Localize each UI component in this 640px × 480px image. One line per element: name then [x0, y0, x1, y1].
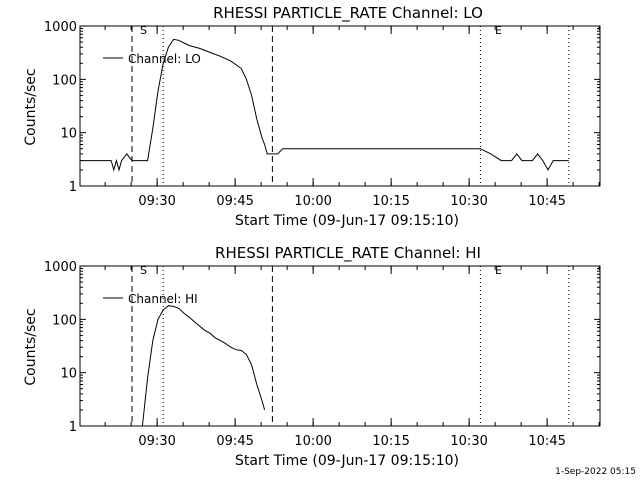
x-tick-label: 10:45	[528, 434, 565, 449]
date-stamp: 1-Sep-2022 05:15	[555, 467, 636, 477]
y-tick-label: 1	[69, 180, 77, 195]
marker-label-start: S	[140, 24, 147, 37]
marker-label-start: S	[140, 264, 147, 277]
y-tick-label: 1	[69, 420, 77, 435]
x-tick-label: 10:15	[372, 194, 409, 209]
x-tick-label: 10:45	[528, 194, 565, 209]
chart-hi-xlabel: Start Time (09-Jun-17 09:15:10)	[235, 453, 459, 469]
x-tick-label: 09:30	[138, 194, 175, 209]
y-tick-label: 1000	[44, 20, 77, 35]
chart-lo-marks: 1 10 100 1000 09:30 09:45 10:00 10:15 10:30 10:45	[44, 20, 600, 209]
chart-lo-frame	[79, 25, 601, 187]
y-tick-label: 100	[52, 73, 77, 88]
y-tick-label: 1000	[44, 260, 77, 275]
x-tick-label: 09:45	[216, 194, 253, 209]
x-tick-label: 10:00	[294, 194, 331, 209]
chart-lo-ylabel: Counts/sec	[23, 68, 39, 145]
marker-label-end: E	[495, 24, 502, 37]
series-line	[80, 38, 569, 172]
series-line	[141, 305, 266, 427]
chart-hi-ylabel: Counts/sec	[23, 308, 39, 385]
chart-lo-title: RHESSI PARTICLE_RATE Channel: LO	[213, 4, 483, 23]
x-tick-label: 10:30	[450, 194, 487, 209]
x-tick-label: 10:15	[372, 434, 409, 449]
y-tick-label: 10	[60, 127, 77, 142]
x-tick-label: 10:00	[294, 434, 331, 449]
chart-hi-title: RHESSI PARTICLE_RATE Channel: HI	[215, 244, 481, 263]
chart-hi-marks: 1 10 100 1000 09:30 09:45 10:00 10:15 10:30 10:45	[44, 260, 600, 449]
x-tick-label: 09:30	[138, 434, 175, 449]
y-tick-label: 100	[52, 313, 77, 328]
marker-label-end: E	[495, 264, 502, 277]
chart-lo: RHESSI PARTICLE_RATE Channel: LO Counts/…	[23, 4, 601, 229]
chart-hi-frame	[79, 265, 601, 427]
y-tick-label: 10	[60, 367, 77, 382]
x-tick-label: 09:45	[216, 434, 253, 449]
chart-hi: RHESSI PARTICLE_RATE Channel: HI Counts/…	[23, 244, 601, 469]
chart-lo-xlabel: Start Time (09-Jun-17 09:15:10)	[235, 213, 459, 229]
x-tick-label: 10:30	[450, 434, 487, 449]
